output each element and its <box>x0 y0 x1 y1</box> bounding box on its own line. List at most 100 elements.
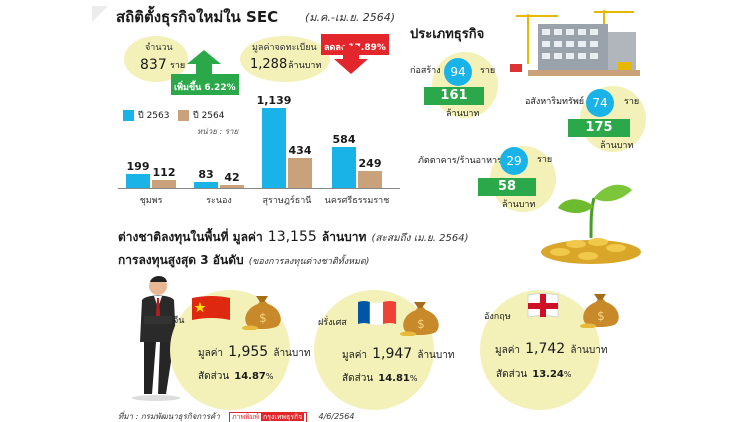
china-flag-icon <box>192 296 230 320</box>
money-bag-icon: $ <box>242 296 281 330</box>
china-value-label: มูลค่า <box>198 348 224 359</box>
footer: ที่มา : กรมพัฒนาธุรกิจการค้า ภาพพิมพ์ กรุ… <box>118 406 354 422</box>
top-note: (ของการลงทุนต่างชาติทั้งหมด) <box>248 257 370 267</box>
france-value-row: มูลค่า 1,947 ล้านบาท <box>342 345 454 361</box>
construction-count-circle <box>444 58 472 86</box>
page-period: (ม.ค.-เม.ย. 2564) <box>305 11 396 24</box>
legend-label-2563: ปี 2563 <box>138 111 170 121</box>
restaurant-capital: 58 <box>478 178 536 196</box>
china-value-row: มูลค่า 1,955 ล้านบาท <box>198 343 310 359</box>
svg-text:$: $ <box>259 311 267 325</box>
realestate-count-unit: ราย <box>624 97 640 107</box>
construction-count-unit: ราย <box>480 66 496 76</box>
coins-sprout-icon <box>541 184 641 264</box>
count-label: จำนวน <box>145 43 173 53</box>
restaurant-name: ภัตตาคาร/ร้านอาหาร <box>418 156 502 166</box>
england-value-row: มูลค่า 1,742 ล้านบาท <box>495 340 607 356</box>
svg-text:$: $ <box>417 317 425 331</box>
china-share: 14.87 <box>234 371 266 382</box>
top-title: การลงทุนสูงสุด 3 อันดับ <box>118 253 244 267</box>
england-flag-icon <box>527 293 559 318</box>
bar-2563-1 <box>194 182 218 188</box>
footer-date: 4/6/2564 <box>318 412 355 421</box>
category-label: สุราษฎร์ธานี <box>262 196 312 206</box>
restaurant-capital-unit: ล้านบาท <box>502 200 536 210</box>
legend-swatch-2564 <box>178 110 189 121</box>
bar-value-label: 1,139 <box>256 94 292 107</box>
capital-value: 1,288 <box>250 57 288 72</box>
england-value-unit: ล้านบาท <box>570 345 608 356</box>
bar-value-label: 112 <box>152 166 176 179</box>
foreign-title-note: (สะสมถึง เม.ย. 2564) <box>371 233 469 244</box>
foreign-title: ต่างชาติลงทุนในพื้นที่ มูลค่า 13,155 ล้า… <box>118 228 468 244</box>
construction-name: ก่อสร้าง <box>410 66 441 76</box>
money-bag-icon: $ <box>400 302 439 336</box>
up-arrow-icon <box>187 50 221 76</box>
footer-source: ที่มา : กรมพัฒนาธุรกิจการค้า <box>118 412 220 421</box>
capital-label: มูลค่าจดทะเบียน <box>252 43 317 53</box>
foreign-title-prefix: ต่างชาติลงทุนในพื้นที่ มูลค่า <box>118 230 263 244</box>
china-share-row: สัดส่วน 14.87% <box>198 366 274 382</box>
construction-capital: 161 <box>424 87 484 105</box>
realestate-count: 74 <box>592 96 608 110</box>
foreign-title-value: 13,155 <box>267 229 317 245</box>
restaurant-count-circle <box>500 147 528 175</box>
england-value: 1,742 <box>525 341 566 357</box>
china-share-label: สัดส่วน <box>198 371 230 382</box>
footer-brand-a: ภาพพิมพ์ <box>231 413 259 421</box>
count-unit: ราย <box>170 61 186 71</box>
restaurant-count: 29 <box>506 154 522 168</box>
unit-note: หน่วย : ราย <box>197 127 239 136</box>
france-value: 1,947 <box>372 346 413 362</box>
business-types-title: ประเภทธุรกิจ <box>410 27 485 42</box>
bar-2564-0 <box>152 180 176 188</box>
china-name: จีน <box>173 316 185 326</box>
down-arrow-icon <box>334 46 368 74</box>
england-share-pct: % <box>563 370 572 379</box>
bar-value-label: 199 <box>126 160 150 173</box>
construction-capital-unit: ล้านบาท <box>446 109 480 119</box>
england-share: 13.24 <box>532 369 564 380</box>
category-label: นครศรีธรรมราช <box>324 196 390 206</box>
top-investment-title: การลงทุนสูงสุด 3 อันดับ (ของการลงทุนต่าง… <box>118 251 369 267</box>
count-value: 837 <box>140 57 167 73</box>
france-share: 14.81 <box>378 373 410 384</box>
legend-label-2564: ปี 2564 <box>193 111 225 121</box>
england-share-row: สัดส่วน 13.24% <box>496 364 572 380</box>
bar-2563-0 <box>126 174 150 188</box>
construction-count: 94 <box>450 65 466 79</box>
capital-unit: ล้านบาท <box>288 61 322 71</box>
england-value-label: มูลค่า <box>495 345 521 356</box>
legend-swatch-2563 <box>123 110 134 121</box>
france-value-unit: ล้านบาท <box>417 350 455 361</box>
realestate-capital: 175 <box>568 119 630 137</box>
china-value: 1,955 <box>228 344 269 360</box>
svg-text:$: $ <box>597 309 605 323</box>
bar-value-label: 42 <box>224 171 240 184</box>
bar-2564-1 <box>220 185 244 188</box>
chart-baseline <box>118 188 400 189</box>
france-name: ฝรั่งเศส <box>318 318 347 328</box>
footer-brand: ภาพพิมพ์ กรุงเทพธุรกิจ <box>228 412 308 422</box>
construction-building-icon <box>510 10 640 76</box>
france-share-label: สัดส่วน <box>342 373 374 384</box>
bar-value-label: 434 <box>288 144 312 157</box>
foreign-title-unit: ล้านบาท <box>321 230 367 244</box>
restaurant-count-unit: ราย <box>537 155 553 165</box>
bar-value-label: 249 <box>358 157 382 170</box>
china-value-unit: ล้านบาท <box>273 348 311 359</box>
count-change: เพิ่มขึ้น 6.22% <box>174 83 236 93</box>
realestate-capital-unit: ล้านบาท <box>600 141 634 151</box>
france-share-row: สัดส่วน 14.81% <box>342 368 418 384</box>
france-value-label: มูลค่า <box>342 350 368 361</box>
bar-2564-2 <box>288 158 312 188</box>
bar-value-label: 584 <box>332 133 356 146</box>
bar-2563-2 <box>262 108 286 188</box>
footer-brand-b: กรุงเทพธุรกิจ <box>261 413 305 421</box>
france-flag-icon <box>358 301 396 326</box>
bar-value-label: 83 <box>198 168 214 181</box>
capital-circle <box>240 36 330 82</box>
realestate-name: อสังหาริมทรัพย์ <box>525 97 585 107</box>
